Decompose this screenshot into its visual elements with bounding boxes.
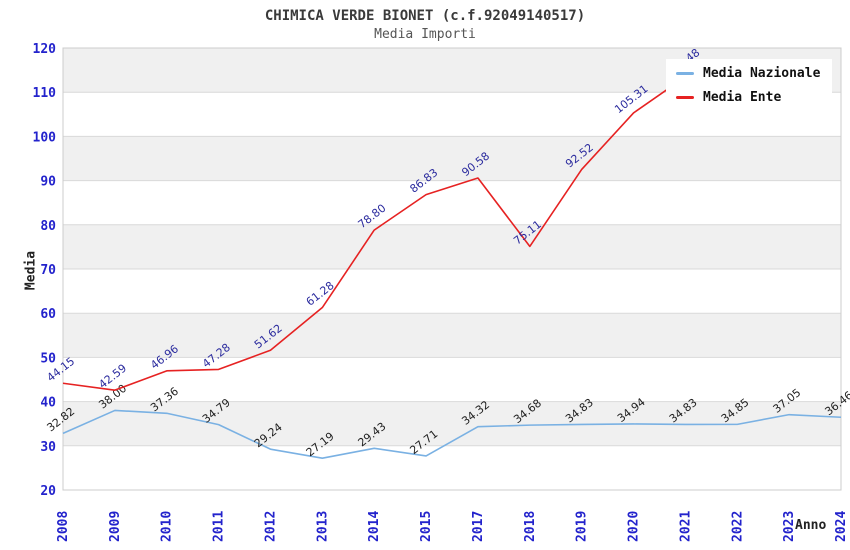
y-tick-label: 110 (33, 86, 57, 101)
y-tick-label: 60 (40, 307, 56, 322)
y-tick-label: 30 (40, 440, 56, 455)
x-tick-label: 2023 (782, 511, 797, 542)
chart-subtitle: Media Importi (374, 27, 476, 42)
x-axis-title: Anno (795, 518, 827, 533)
x-tick-label: 2019 (575, 511, 590, 542)
legend: Media Nazionale Media Ente (666, 59, 833, 112)
legend-label-media-ente: Media Ente (703, 90, 782, 105)
x-tick-label: 2009 (108, 511, 123, 542)
x-tick-label: 2011 (212, 511, 227, 542)
x-tick-label: 2010 (160, 511, 175, 542)
x-tick-label: 2022 (730, 511, 745, 542)
series-line-media-nazionale (62, 409, 842, 460)
plot-band (63, 180, 841, 225)
plot-band (63, 445, 841, 490)
legend-label-media-nazionale: Media Nazionale (703, 66, 821, 81)
series-line-media-ente (62, 76, 686, 391)
plot-band (63, 136, 841, 181)
y-tick-label: 40 (40, 396, 56, 411)
legend-item-media-nazionale[interactable]: Media Nazionale (676, 66, 820, 81)
chart-title: CHIMICA VERDE BIONET (c.f.92049140517) (264, 8, 586, 24)
y-tick-label: 100 (33, 130, 57, 145)
y-axis-title: Media (23, 250, 39, 291)
plot-band (63, 269, 841, 314)
x-tick-label: 2012 (263, 511, 278, 542)
plot-border (62, 47, 842, 491)
plot-band (63, 357, 841, 402)
x-tick-label: 2021 (678, 511, 693, 542)
y-tick-label: 20 (40, 484, 56, 499)
x-tick-label: 2017 (471, 511, 486, 542)
y-tick-label: 70 (40, 263, 56, 278)
y-tick-label: 80 (40, 219, 56, 234)
x-tick-label: 2024 (834, 511, 849, 542)
media-ente-line-swatch-icon (676, 96, 694, 99)
x-tick-label: 2008 (56, 511, 71, 542)
x-tick-label: 2020 (627, 511, 642, 542)
plot-band (63, 313, 841, 358)
x-tick-label: 2013 (315, 511, 330, 542)
legend-item-media-ente[interactable]: Media Ente (676, 90, 820, 105)
y-tick-label: 90 (40, 175, 56, 190)
y-tick-label: 50 (40, 351, 56, 366)
y-tick-label: 120 (33, 42, 57, 57)
x-tick-label: 2018 (523, 511, 538, 542)
x-tick-label: 2014 (367, 511, 382, 542)
media-nazionale-line-swatch-icon (676, 72, 694, 75)
plot-band (63, 224, 841, 269)
x-tick-label: 2015 (419, 511, 434, 542)
